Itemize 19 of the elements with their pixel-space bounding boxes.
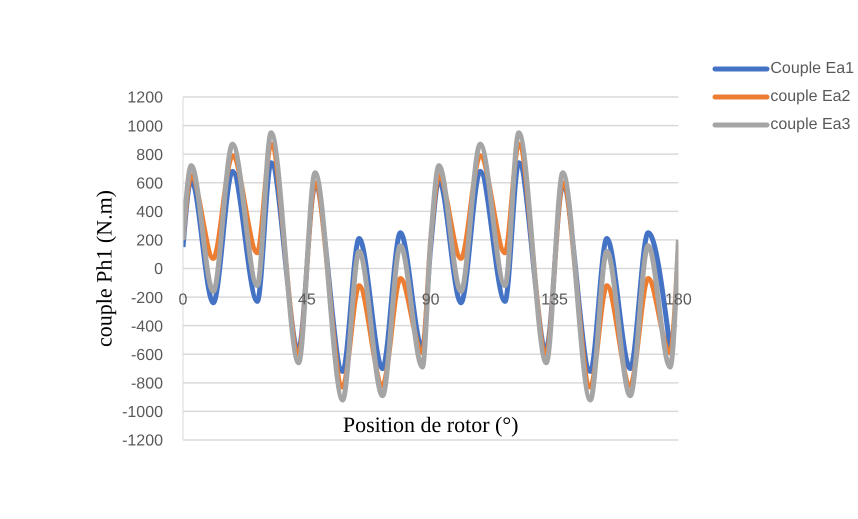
- y-tick-label: 600: [136, 175, 164, 192]
- y-tick-label: -600: [130, 346, 164, 364]
- y-tick-label: -1000: [122, 404, 164, 422]
- y-tick-label: 800: [136, 146, 164, 164]
- y-tick-label: 200: [136, 232, 164, 250]
- y-tick-label: 0: [154, 261, 164, 278]
- y-tick-label: -200: [130, 290, 164, 307]
- y-tick-label: 1000: [127, 118, 164, 136]
- y-tick-label: 400: [136, 204, 164, 222]
- legend-label: Couple Ea1: [770, 60, 854, 78]
- y-tick-label: -800: [130, 376, 164, 393]
- y-tick-label: -400: [130, 318, 164, 336]
- legend-label: couple Ea3: [770, 116, 850, 134]
- y-tick-label: 1200: [127, 90, 164, 107]
- x-tick-label: 0: [178, 292, 188, 309]
- y-tick-label: -1200: [122, 432, 164, 450]
- x-axis-title: Position de rotor (°): [342, 412, 518, 437]
- y-axis-title: couple Ph1 (N.m): [91, 190, 116, 348]
- legend-label: couple Ea2: [770, 88, 850, 106]
